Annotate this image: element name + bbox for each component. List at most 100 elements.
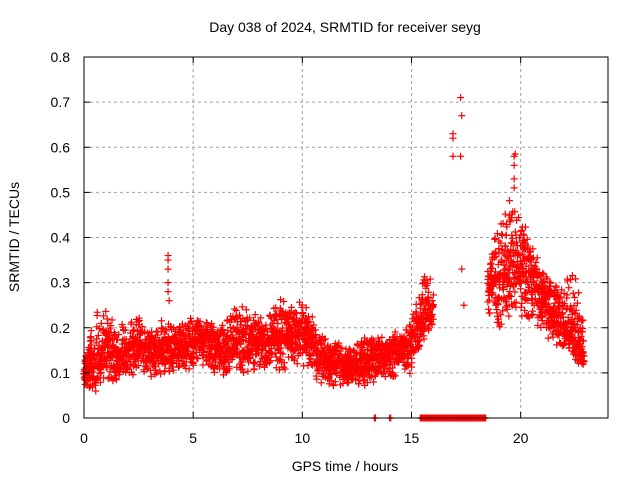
data-point — [164, 279, 172, 287]
y-axis-label: SRMTID / TECUs — [6, 182, 22, 292]
chart-title: Day 038 of 2024, SRMTID for receiver sey… — [209, 19, 481, 35]
data-point — [236, 311, 244, 319]
data-point — [212, 356, 220, 364]
data-point — [158, 324, 166, 332]
data-point — [267, 357, 275, 365]
y-tick-label: 0.3 — [51, 275, 71, 291]
data-point — [508, 234, 516, 242]
data-point — [108, 316, 116, 324]
data-point — [93, 312, 101, 320]
data-point — [486, 309, 494, 317]
data-point — [107, 322, 115, 330]
data-point — [293, 360, 301, 368]
data-point — [178, 320, 186, 328]
data-point — [232, 314, 240, 322]
data-point — [123, 364, 131, 372]
data-point — [97, 319, 105, 327]
data-point — [268, 350, 276, 358]
x-tick-label: 20 — [513, 430, 529, 446]
data-point — [236, 321, 244, 329]
data-point — [336, 347, 344, 355]
data-point — [134, 361, 142, 369]
data-point — [231, 305, 239, 313]
data-point — [164, 256, 172, 264]
data-point — [229, 353, 237, 361]
data-point — [199, 361, 207, 369]
data-point — [406, 369, 414, 377]
x-tick-labels: 0 5 10 15 20 — [80, 430, 529, 446]
data-point — [369, 378, 377, 386]
data-point — [114, 336, 122, 344]
data-point — [345, 345, 353, 353]
data-point — [329, 382, 337, 390]
data-point — [244, 367, 252, 375]
data-point — [158, 317, 166, 325]
data-point — [164, 288, 172, 296]
data-point — [257, 314, 265, 322]
data-point — [320, 336, 328, 344]
data-point — [240, 369, 248, 377]
data-point — [160, 333, 168, 341]
y-tick-label: 0.6 — [51, 139, 71, 155]
data-point — [165, 297, 173, 305]
data-point — [575, 289, 583, 297]
data-point — [518, 299, 526, 307]
data-point — [170, 324, 178, 332]
data-point — [95, 341, 103, 349]
data-point — [533, 254, 541, 262]
data-point — [140, 368, 148, 376]
x-axis-label: GPS time / hours — [292, 458, 399, 474]
data-point — [327, 377, 335, 385]
data-point — [321, 335, 329, 343]
data-point — [189, 358, 197, 366]
y-tick-label: 0.2 — [51, 320, 71, 336]
data-point — [281, 365, 289, 373]
data-point — [280, 359, 288, 367]
data-point — [99, 312, 107, 320]
data-point — [93, 374, 101, 382]
data-point — [313, 375, 321, 383]
data-point — [449, 134, 457, 142]
data-point — [165, 364, 173, 372]
data-point — [94, 331, 102, 339]
data-point — [115, 371, 123, 379]
data-point — [122, 335, 130, 343]
data-point — [310, 321, 318, 329]
data-point — [277, 357, 285, 365]
data-point — [335, 339, 343, 347]
data-point — [544, 334, 552, 342]
data-point — [359, 344, 367, 352]
data-point — [164, 265, 172, 273]
data-point — [221, 352, 229, 360]
data-point — [102, 307, 110, 315]
x-tick-label: 0 — [80, 430, 88, 446]
data-point — [274, 320, 282, 328]
data-point — [208, 320, 216, 328]
data-point — [338, 344, 346, 352]
data-point — [565, 284, 573, 292]
data-point — [510, 161, 518, 169]
data-point — [100, 374, 108, 382]
data-point — [298, 301, 306, 309]
data-point — [251, 359, 259, 367]
data-point — [517, 285, 525, 293]
data-point — [96, 369, 104, 377]
data-point — [303, 347, 311, 355]
data-point — [279, 350, 287, 358]
data-point — [458, 265, 466, 273]
data-point — [242, 306, 250, 314]
y-tick-labels: 0 0.1 0.2 0.3 0.4 0.5 0.6 0.7 0.8 — [51, 49, 71, 426]
data-point — [174, 363, 182, 371]
data-point — [169, 366, 177, 374]
y-tick-label: 0.7 — [51, 94, 71, 110]
data-point — [457, 152, 465, 160]
data-point — [572, 275, 580, 283]
data-point — [147, 372, 155, 380]
data-point — [307, 355, 315, 363]
data-point — [130, 326, 138, 334]
data-point — [275, 345, 283, 353]
data-points — [80, 94, 588, 422]
data-point — [363, 379, 371, 387]
data-point — [258, 322, 266, 330]
